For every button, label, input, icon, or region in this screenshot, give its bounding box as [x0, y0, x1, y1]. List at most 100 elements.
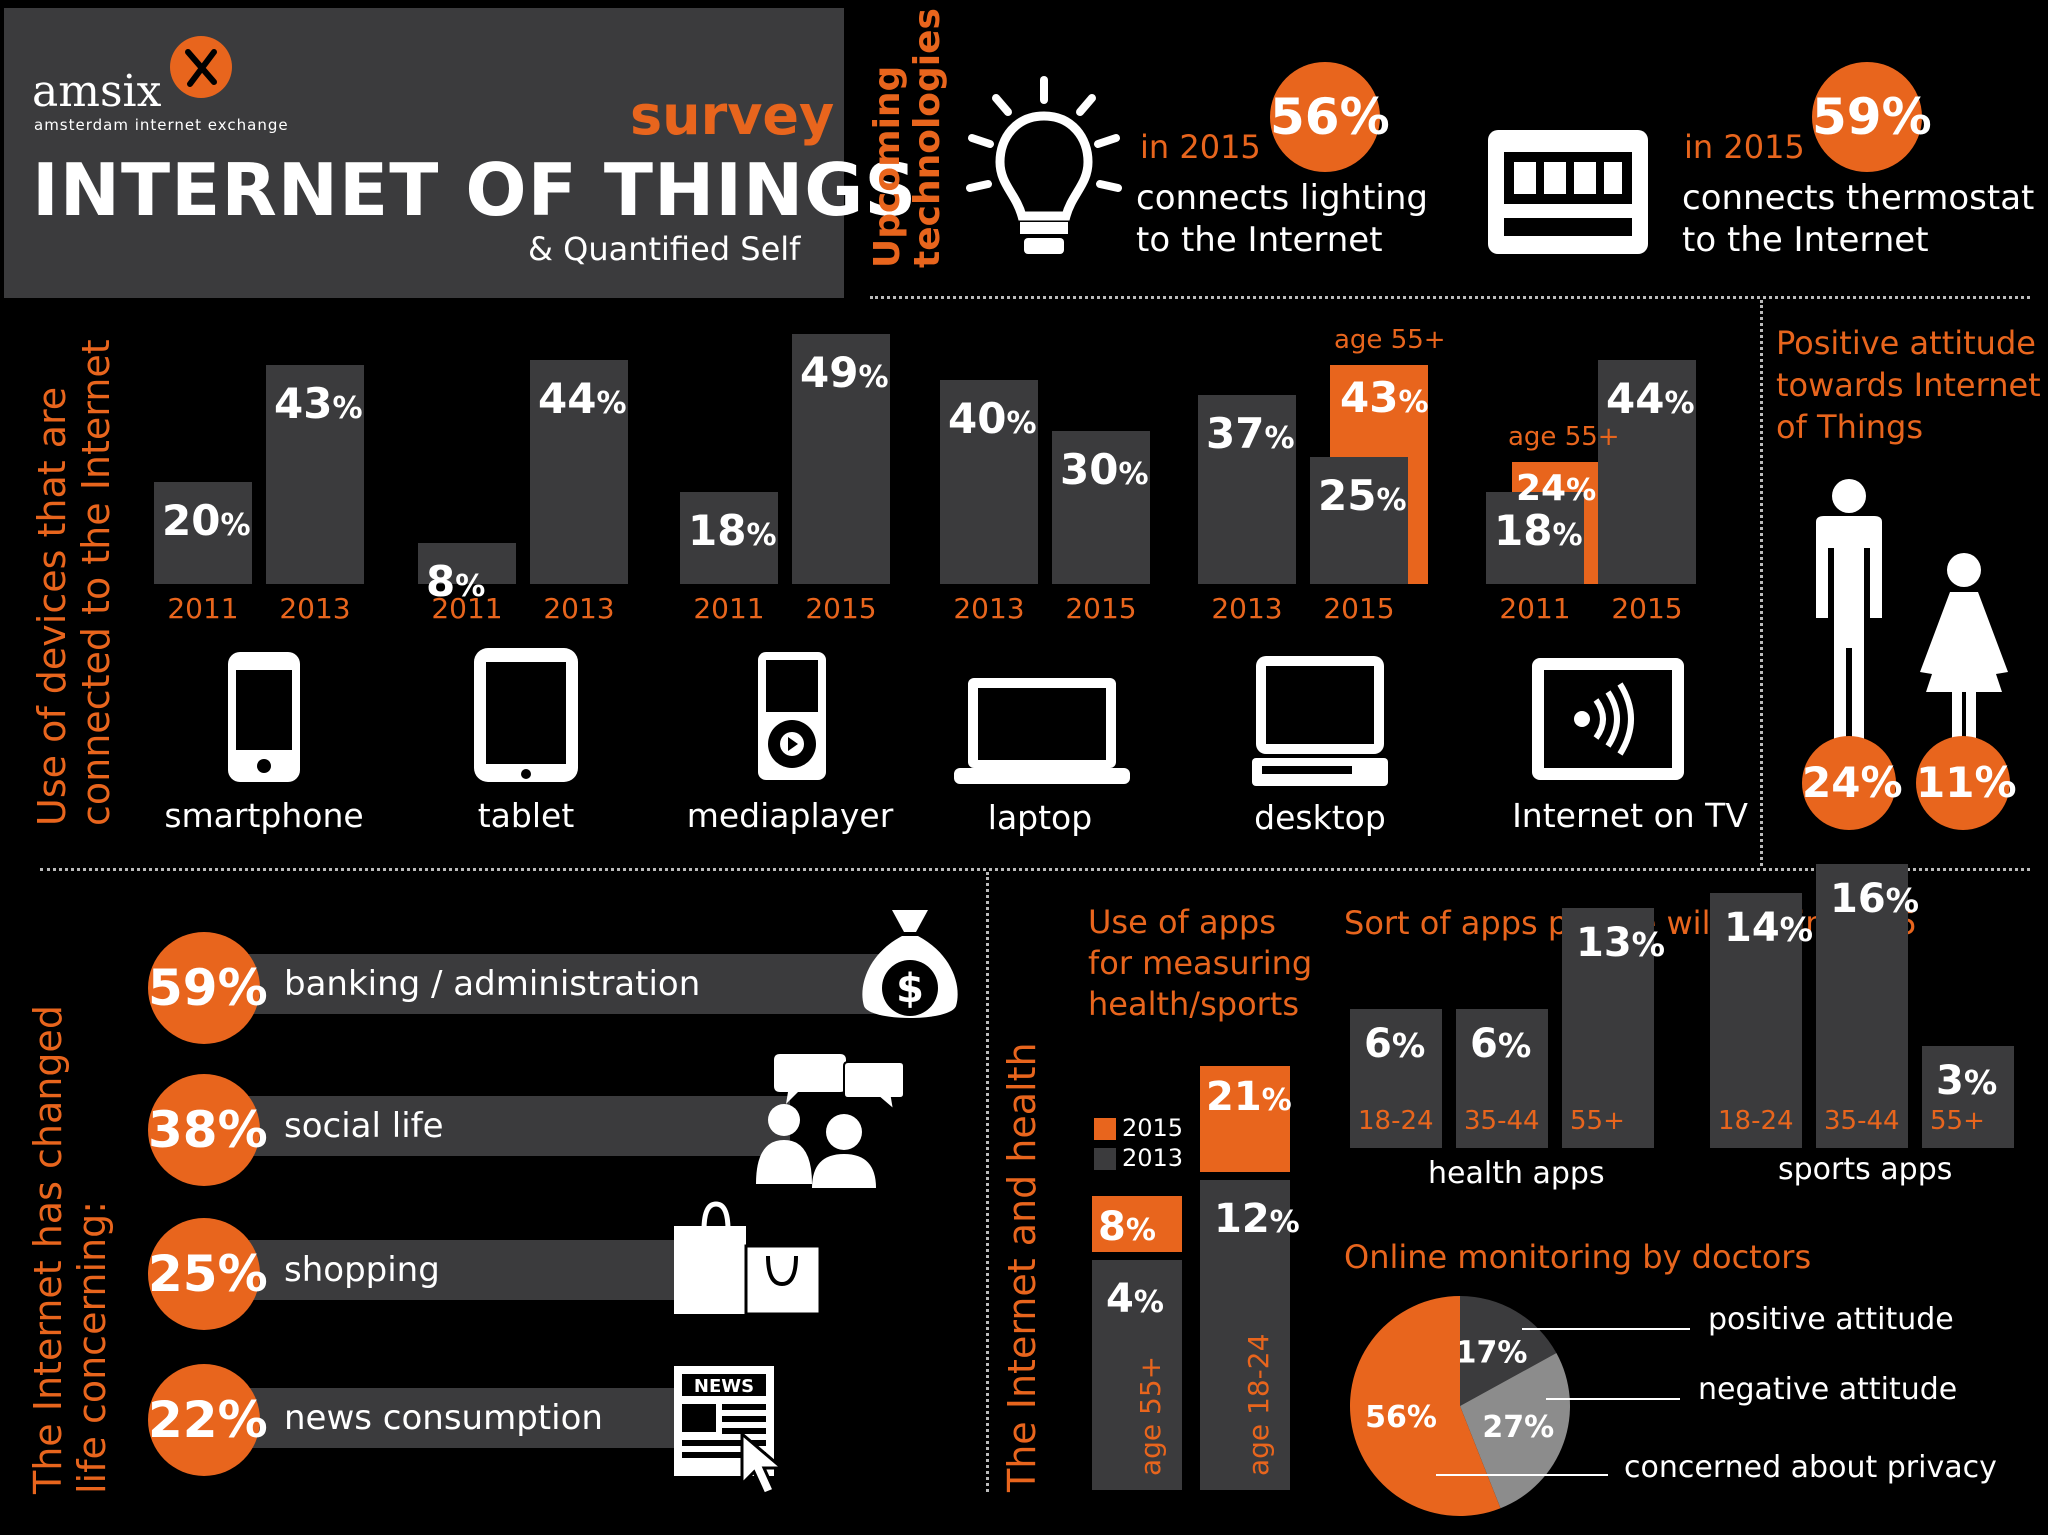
life-section-label: The Internet has changed life concerning… — [26, 1005, 114, 1494]
divider-bottom — [986, 872, 989, 1492]
device-bar-value: 43% — [274, 378, 363, 428]
device-bar-age55-value: 24% — [1516, 467, 1597, 509]
female-icon — [1920, 553, 2008, 772]
device-name-laptop: laptop — [987, 798, 1093, 837]
sort-bar-category: 55+ — [1930, 1106, 1985, 1136]
svg-text:$: $ — [896, 966, 924, 1012]
logo-subtitle: amsterdam internet exchange — [34, 116, 289, 134]
sort-bar-sports-apps-18-24 — [1710, 893, 1802, 1148]
device-bar-value: 8% — [426, 557, 486, 607]
device-bar-value: 25% — [1318, 470, 1407, 520]
device-bar-internet-on-tv-2015 — [1598, 359, 1696, 584]
device-name-internet-tv: Internet on TV — [1512, 796, 1748, 835]
health-section-label: The Internet and health — [1000, 1042, 1044, 1492]
life-pct-news: 22% — [148, 1364, 268, 1476]
page-title: INTERNET OF THINGS — [32, 148, 918, 232]
monitor-line-negative — [1546, 1398, 1680, 1400]
device-name-smartphone: smartphone — [164, 796, 364, 835]
sort-bar-health-apps-35-44 — [1456, 1009, 1548, 1148]
sort-bar-sports-apps-35-44 — [1816, 864, 1908, 1148]
device-bar-laptop-2013 — [940, 380, 1038, 584]
sort-bar-health-apps-55+ — [1562, 907, 1654, 1148]
money-bag-icon: $ — [862, 910, 958, 1018]
device-bar-year: 2011 — [1499, 592, 1571, 625]
logo-text: amsix — [32, 66, 162, 117]
device-bar-value: 49% — [800, 348, 889, 398]
lighting-pct-badge: 56% — [1270, 62, 1390, 172]
age-bar-2015 — [1200, 1066, 1290, 1172]
device-bar-year: 2015 — [1065, 592, 1137, 625]
pie-slice-positive-attitude — [1460, 1296, 1557, 1406]
device-bar-year: 2013 — [953, 592, 1025, 625]
device-bar-smartphone-2013 — [266, 364, 364, 584]
device-bar-internet-on-tv-2011 — [1486, 492, 1584, 584]
device-bar-year: 2011 — [693, 592, 765, 625]
age-bar-2013-value: 4% — [1106, 1276, 1164, 1322]
device-bar-age55-value: 43% — [1340, 372, 1429, 422]
age-bar-2015 — [1092, 1196, 1182, 1252]
device-bar-value: 44% — [538, 373, 627, 423]
device-bar-value: 20% — [162, 496, 251, 545]
thermostat-line1: connects thermostat — [1682, 178, 2035, 218]
legend-2013-swatch — [1094, 1148, 1116, 1170]
sort-bar-sports-apps-55+ — [1922, 1046, 2014, 1148]
sort-bar-health-apps-18-24 — [1350, 1009, 1442, 1148]
health-apps-label: health apps — [1428, 1156, 1605, 1191]
device-bar-value: 40% — [948, 394, 1037, 443]
device-bar-year: 2013 — [279, 592, 351, 625]
device-bar-smartphone-2011 — [154, 482, 252, 584]
lighting-year: in 2015 — [1140, 128, 1261, 166]
male-icon — [1816, 479, 1882, 768]
life-label-shopping: shopping — [284, 1250, 440, 1290]
life-bar-shopping — [210, 1240, 690, 1300]
monitor-label-privacy: concerned about privacy — [1624, 1450, 1997, 1485]
device-bar-year: 2011 — [431, 592, 503, 625]
age-bar-2013-value: 12% — [1214, 1196, 1300, 1242]
device-bar-tablet-2013 — [530, 359, 628, 584]
age-bar-category: age 18-24 — [1242, 1333, 1275, 1476]
lighting-line1: connects lighting — [1136, 178, 1428, 218]
device-bar-value: 18% — [688, 506, 777, 556]
pie-slice-concerned-about-privacy — [1350, 1296, 1501, 1516]
pie-slice-value: 17% — [1456, 1336, 1528, 1371]
survey-label: survey — [630, 84, 835, 147]
device-name-desktop: desktop — [1254, 798, 1386, 837]
page-subtitle: & Quantified Self — [528, 230, 801, 268]
device-bar-year: 2011 — [167, 592, 239, 625]
device-bar-year: 2015 — [1611, 592, 1683, 625]
life-pct-shopping: 25% — [148, 1218, 268, 1330]
newspaper-icon: NEWS — [674, 1366, 787, 1496]
sort-bar-category: 35-44 — [1464, 1106, 1540, 1136]
pie-slice-negative-attitude — [1460, 1353, 1570, 1509]
pie-slice-value: 56% — [1365, 1400, 1437, 1435]
device-bar-value: 30% — [1060, 445, 1149, 494]
age-bar-2013 — [1092, 1260, 1182, 1490]
male-pct-badge: 24% — [1802, 736, 1903, 830]
lighting-line2: to the Internet — [1136, 220, 1383, 260]
divider-attitude — [1760, 300, 1763, 866]
device-bar-mediaplayer-2011 — [680, 492, 778, 584]
sort-bar-value: 6% — [1364, 1021, 1426, 1067]
device-bar-value: 18% — [1494, 506, 1583, 556]
life-bar-news — [210, 1388, 690, 1448]
thermostat-year: in 2015 — [1684, 128, 1805, 166]
attitude-title: Positive attitude towards Internet of Th… — [1776, 324, 2041, 446]
device-bar-tablet-2011 — [418, 543, 516, 584]
sort-bar-value: 13% — [1576, 919, 1666, 966]
device-bar-value: 37% — [1206, 409, 1295, 459]
thermostat-pct-badge: 59% — [1812, 62, 1932, 172]
mediaplayer-icon — [758, 652, 826, 780]
life-label-social: social life — [284, 1106, 444, 1146]
age-bar-2015-value: 21% — [1206, 1074, 1292, 1120]
life-bar-banking — [210, 954, 920, 1014]
device-bar-year: 2013 — [1211, 592, 1283, 625]
life-bar-social — [210, 1096, 790, 1156]
sort-bar-category: 18-24 — [1358, 1106, 1434, 1136]
upcoming-label: Upcoming technologies — [867, 8, 948, 268]
device-bar-year: 2015 — [805, 592, 877, 625]
tablet-icon — [474, 648, 578, 782]
device-bar-age55-note: age 55+ — [1508, 421, 1620, 452]
lightbulb-icon — [966, 76, 1122, 254]
life-label-news: news consumption — [284, 1398, 603, 1438]
